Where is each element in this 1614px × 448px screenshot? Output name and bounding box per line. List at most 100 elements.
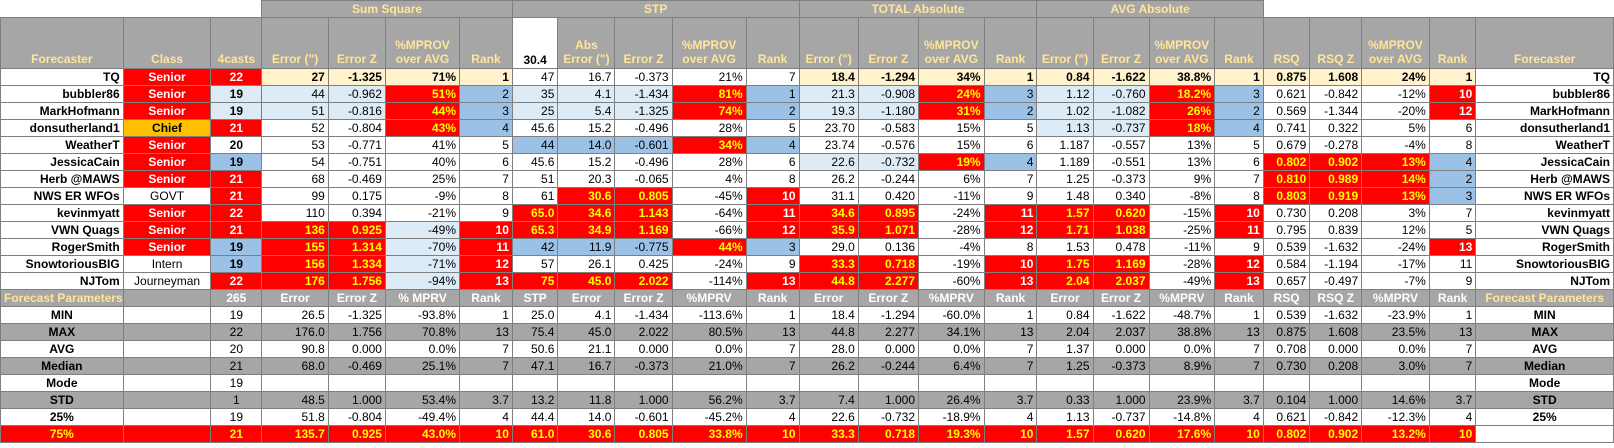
stat-cell: 3.7 [1428, 391, 1477, 409]
table-cell: 7 [459, 170, 513, 188]
table-cell: 1.75 [1036, 255, 1094, 273]
table-cell: -0.576 [857, 136, 920, 154]
table-cell: -1.434 [614, 85, 673, 103]
table-cell: 12 [983, 221, 1038, 239]
table-cell: 8 [745, 170, 800, 188]
table-cell: -24% [1361, 238, 1430, 256]
table-cell: 5 [745, 119, 800, 137]
forecaster-class: Senior [122, 204, 212, 222]
stat-label: MAX [0, 323, 124, 341]
table-cell: 31% [918, 102, 985, 120]
stat-blank [122, 374, 212, 392]
col-ta-error: Error (") [798, 17, 859, 69]
table-cell: -11% [918, 187, 985, 205]
forecast-count: 21 [210, 119, 263, 137]
stat-label: MIN [0, 306, 124, 324]
table-cell: 21% [671, 68, 747, 86]
table-cell: 26% [1148, 102, 1216, 120]
stat-cell [983, 374, 1038, 392]
table-cell: 2 [983, 102, 1038, 120]
table-cell: 4 [1214, 119, 1264, 137]
stat-cell: 7 [459, 357, 513, 375]
stat-row: STD 1 48.5 1.000 53.4% 3.7 13.2 11.8 1.000 56.2% 3… [0, 391, 1614, 409]
stat-cell: 0.902 [1309, 425, 1363, 443]
stat-cell [614, 374, 673, 392]
table-cell: -21% [384, 204, 461, 222]
stat-cell: 33.8% [671, 425, 747, 443]
stat-label: 75% [0, 425, 124, 443]
forecaster-name-right: NJTom [1475, 272, 1614, 290]
param-header-cell: %MPRV [1361, 289, 1430, 307]
stat-cell: 0.802 [1262, 425, 1311, 443]
table-cell: -0.816 [327, 102, 386, 120]
table-cell: 47 [511, 68, 559, 86]
param-header-cell: Error [798, 289, 859, 307]
stat-cell: 2.022 [614, 323, 673, 341]
stat-cell: 10 [1214, 425, 1264, 443]
table-cell: 35.9 [798, 221, 859, 239]
stat-cell: 0.0% [1361, 340, 1430, 358]
stat-cell: -0.469 [327, 357, 386, 375]
table-cell: 25 [511, 102, 559, 120]
table-cell: 1 [1428, 68, 1477, 86]
table-cell: 42 [511, 238, 559, 256]
table-cell: 136 [261, 221, 329, 239]
table-cell: 38.8% [1148, 68, 1216, 86]
stat-row: Median 21 68.0 -0.469 25.1% 7 47.1 16.7 -0.373 21… [0, 357, 1614, 375]
table-cell: 9 [745, 255, 800, 273]
forecaster-name: NJTom [0, 272, 124, 290]
table-cell: 13 [459, 272, 513, 290]
stat-cell [798, 374, 859, 392]
table-cell: 2 [459, 85, 513, 103]
table-cell: 1.53 [1036, 238, 1094, 256]
table-cell: 11 [983, 204, 1038, 222]
col-ta-rank: Rank [983, 17, 1038, 69]
table-cell: -0.962 [327, 85, 386, 103]
stat-cell: 25.0 [511, 306, 559, 324]
col-ta-mprov: %MPROV over AVG [918, 17, 985, 69]
table-cell: 6 [1428, 119, 1477, 137]
table-cell: -0.373 [614, 68, 673, 86]
stat-cell: 14.0 [557, 408, 616, 426]
table-cell: 75 [511, 272, 559, 290]
forecaster-name: bubbler86 [0, 85, 124, 103]
stat-cell: 0.621 [1262, 408, 1311, 426]
forecaster-name-right: WeatherT [1475, 136, 1614, 154]
stat-cell: 7.4 [798, 391, 859, 409]
table-cell: 45.6 [511, 119, 559, 137]
table-cell: 1.57 [1036, 204, 1094, 222]
forecast-count: 21 [210, 170, 263, 188]
forecaster-name-right: donsutherland1 [1475, 119, 1614, 137]
table-cell: 15.2 [557, 153, 616, 171]
table-cell: 0.919 [1309, 187, 1363, 205]
table-cell: 44% [384, 102, 461, 120]
group-avg-absolute: AVG Absolute [1036, 0, 1264, 18]
table-cell: -1.082 [1092, 102, 1150, 120]
stat-cell: 3.7 [745, 391, 800, 409]
stat-cell [459, 374, 513, 392]
table-cell: -9% [384, 187, 461, 205]
table-cell: 26.2 [798, 170, 859, 188]
stat-count: 19 [210, 374, 263, 392]
stat-cell: 2.277 [857, 323, 920, 341]
stat-cell: 61.0 [511, 425, 559, 443]
stat-blank [122, 357, 212, 375]
table-cell: -8% [1148, 187, 1216, 205]
table-cell: 4.1 [557, 85, 616, 103]
stat-cell: -12.3% [1361, 408, 1430, 426]
col-aa-error: Error (") [1036, 17, 1094, 69]
stat-cell: 3.0% [1361, 357, 1430, 375]
stat-cell: 3.7 [1214, 391, 1264, 409]
stat-cell: 1.000 [327, 391, 386, 409]
stat-cell: 13 [1428, 323, 1477, 341]
stp-value: 30.4 [511, 17, 559, 69]
stat-blank [122, 425, 212, 443]
table-cell: 13% [1361, 153, 1430, 171]
forecaster-name-right: VWN Quags [1475, 221, 1614, 239]
stat-cell: 13 [459, 323, 513, 341]
table-cell: -71% [384, 255, 461, 273]
table-cell: 1.187 [1036, 136, 1094, 154]
table-cell: 54 [261, 153, 329, 171]
table-cell: 0.795 [1262, 221, 1311, 239]
